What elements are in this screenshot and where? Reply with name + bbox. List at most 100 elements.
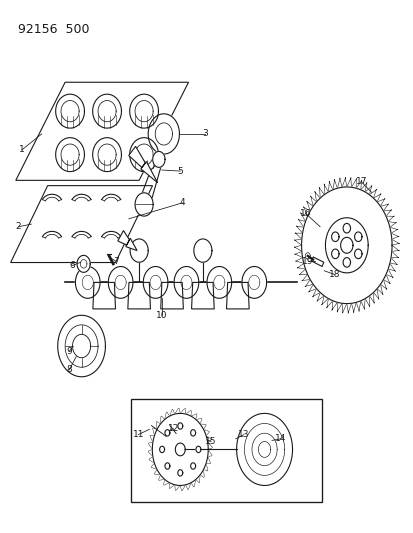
Polygon shape bbox=[169, 409, 174, 416]
Polygon shape bbox=[72, 231, 91, 238]
Text: 16: 16 bbox=[299, 209, 311, 218]
Text: 11: 11 bbox=[132, 430, 144, 439]
Polygon shape bbox=[303, 207, 309, 216]
Bar bbox=[131, 399, 321, 503]
Text: 10: 10 bbox=[156, 311, 167, 320]
Polygon shape bbox=[297, 263, 305, 269]
Polygon shape bbox=[207, 442, 212, 449]
Polygon shape bbox=[341, 177, 346, 187]
Polygon shape bbox=[294, 239, 301, 245]
Polygon shape bbox=[174, 266, 198, 298]
Polygon shape bbox=[351, 179, 356, 188]
Polygon shape bbox=[93, 94, 121, 128]
Polygon shape bbox=[163, 479, 169, 485]
Text: 4: 4 bbox=[179, 198, 185, 207]
Polygon shape bbox=[354, 232, 361, 241]
Polygon shape bbox=[159, 446, 164, 453]
Polygon shape bbox=[43, 231, 62, 238]
Polygon shape bbox=[152, 428, 157, 435]
Polygon shape bbox=[382, 209, 391, 216]
Polygon shape bbox=[296, 226, 303, 233]
Polygon shape bbox=[57, 316, 105, 377]
Polygon shape bbox=[387, 263, 394, 271]
Text: 1: 1 bbox=[19, 146, 25, 155]
Polygon shape bbox=[164, 412, 169, 419]
Polygon shape bbox=[175, 443, 185, 456]
Polygon shape bbox=[387, 222, 396, 227]
Text: 15: 15 bbox=[205, 437, 216, 446]
Text: 2: 2 bbox=[16, 222, 21, 231]
Polygon shape bbox=[373, 193, 380, 202]
Polygon shape bbox=[190, 463, 195, 469]
Polygon shape bbox=[164, 430, 169, 436]
Polygon shape bbox=[151, 463, 157, 470]
Polygon shape bbox=[391, 245, 399, 252]
Polygon shape bbox=[108, 266, 133, 298]
Polygon shape bbox=[316, 293, 323, 301]
Polygon shape bbox=[340, 237, 352, 253]
Polygon shape bbox=[149, 456, 154, 463]
Text: 13: 13 bbox=[238, 430, 249, 439]
Polygon shape bbox=[77, 255, 90, 272]
Polygon shape bbox=[385, 269, 392, 278]
Polygon shape bbox=[177, 423, 182, 429]
Polygon shape bbox=[55, 138, 84, 172]
Polygon shape bbox=[118, 231, 137, 251]
Polygon shape bbox=[321, 296, 328, 305]
Polygon shape bbox=[389, 227, 397, 233]
Polygon shape bbox=[382, 274, 389, 284]
Polygon shape bbox=[354, 249, 361, 259]
Polygon shape bbox=[206, 435, 211, 442]
Polygon shape bbox=[203, 430, 209, 435]
Polygon shape bbox=[331, 249, 338, 259]
Polygon shape bbox=[102, 195, 121, 201]
Polygon shape bbox=[164, 463, 169, 469]
Polygon shape bbox=[368, 189, 376, 198]
Polygon shape bbox=[129, 94, 158, 128]
Polygon shape bbox=[342, 257, 350, 267]
Polygon shape bbox=[158, 475, 164, 480]
Polygon shape bbox=[306, 201, 313, 211]
Polygon shape bbox=[174, 485, 180, 490]
Polygon shape bbox=[160, 282, 183, 309]
Polygon shape bbox=[355, 301, 360, 311]
Polygon shape bbox=[154, 470, 160, 475]
Text: 6: 6 bbox=[69, 261, 75, 270]
Polygon shape bbox=[128, 282, 150, 309]
Polygon shape bbox=[373, 289, 378, 300]
Polygon shape bbox=[169, 483, 174, 488]
Polygon shape bbox=[72, 195, 91, 201]
Polygon shape bbox=[226, 282, 249, 309]
Polygon shape bbox=[185, 483, 190, 490]
Polygon shape bbox=[385, 216, 394, 222]
Polygon shape bbox=[297, 219, 305, 227]
Polygon shape bbox=[93, 282, 115, 309]
Polygon shape bbox=[93, 138, 121, 172]
Polygon shape bbox=[180, 408, 185, 414]
Polygon shape bbox=[174, 408, 180, 414]
Polygon shape bbox=[368, 293, 374, 303]
Text: 92156  500: 92156 500 bbox=[18, 22, 89, 36]
Polygon shape bbox=[376, 198, 384, 206]
Polygon shape bbox=[310, 196, 316, 206]
Polygon shape bbox=[346, 303, 351, 313]
Polygon shape bbox=[331, 301, 337, 310]
Polygon shape bbox=[341, 303, 346, 313]
Polygon shape bbox=[332, 179, 337, 190]
Polygon shape bbox=[301, 187, 391, 304]
Polygon shape bbox=[380, 280, 386, 289]
Polygon shape bbox=[195, 446, 200, 453]
Polygon shape bbox=[148, 449, 152, 456]
Polygon shape bbox=[390, 233, 398, 239]
Polygon shape bbox=[180, 485, 185, 491]
Polygon shape bbox=[195, 418, 202, 424]
Polygon shape bbox=[43, 195, 62, 201]
Polygon shape bbox=[206, 456, 210, 464]
Polygon shape bbox=[300, 213, 307, 222]
Polygon shape bbox=[199, 424, 206, 430]
Polygon shape bbox=[326, 298, 332, 308]
Polygon shape bbox=[190, 479, 195, 487]
Polygon shape bbox=[331, 232, 338, 241]
Polygon shape bbox=[337, 178, 341, 188]
Polygon shape bbox=[102, 231, 121, 238]
